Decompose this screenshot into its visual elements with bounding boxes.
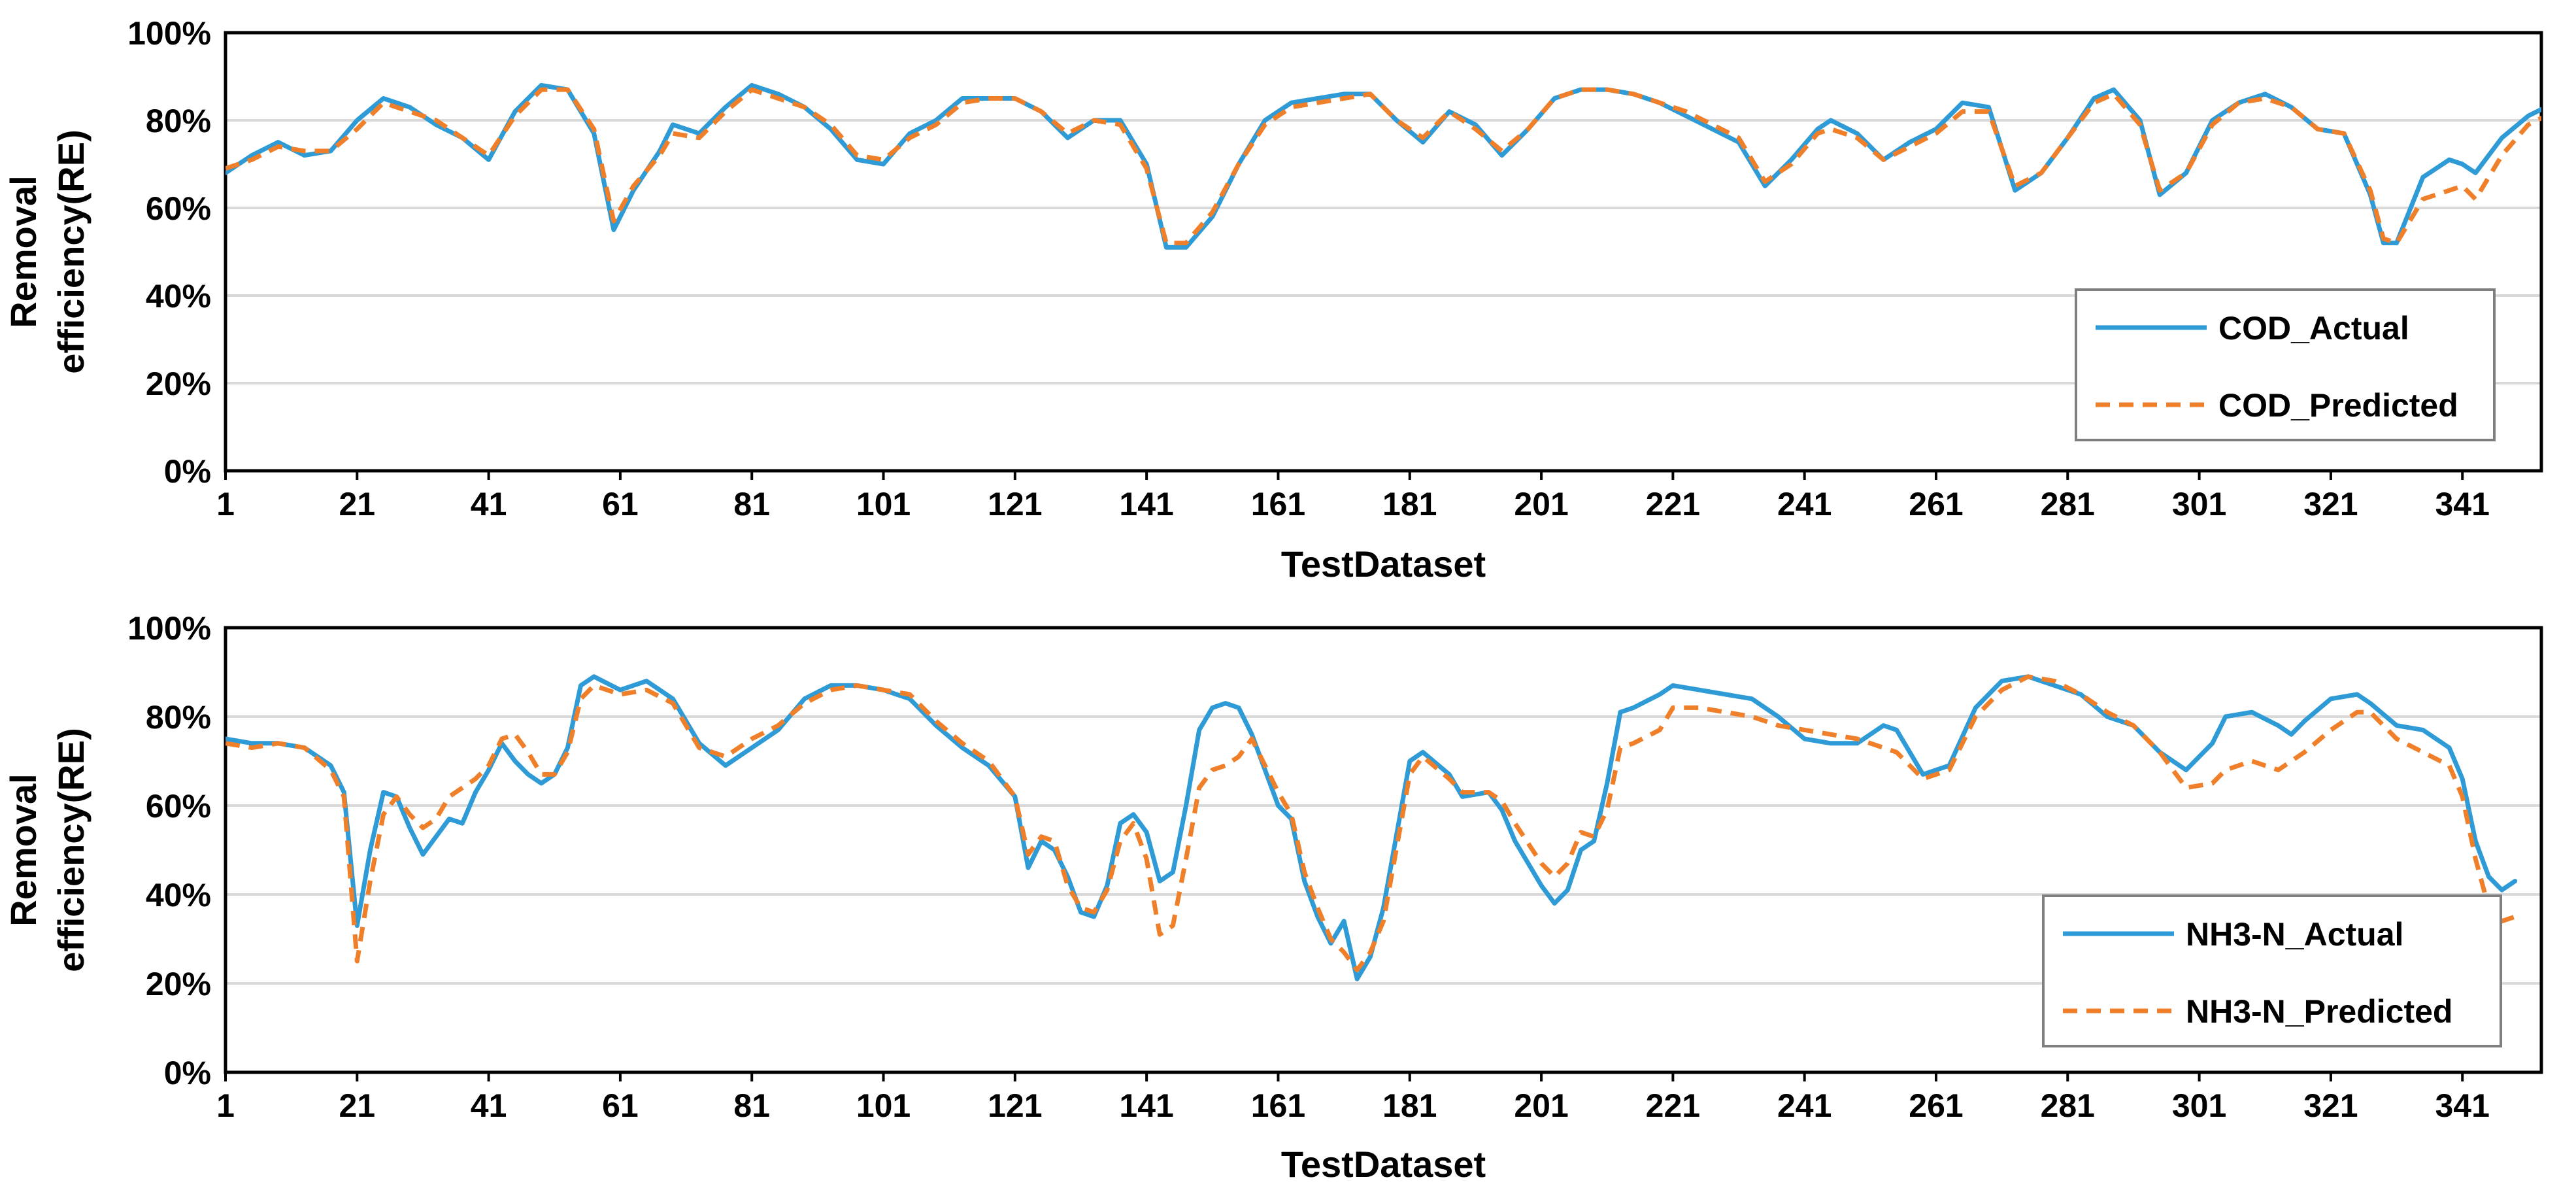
x-tick-label: 81	[733, 486, 770, 522]
x-tick-label: 121	[988, 1087, 1042, 1124]
legend-label: COD_Predicted	[2218, 387, 2458, 424]
x-tick-label: 1	[216, 486, 235, 522]
y-tick-label: 40%	[146, 877, 211, 913]
x-tick-label: 161	[1251, 486, 1305, 522]
x-tick-label: 141	[1119, 486, 1173, 522]
x-tick-label: 281	[2041, 486, 2095, 522]
x-tick-label: 61	[602, 486, 639, 522]
legend-label: NH3-N_Predicted	[2186, 993, 2452, 1030]
plot-area-frame	[224, 626, 2543, 1074]
y-tick-label: 80%	[146, 699, 211, 736]
legend-box	[2075, 288, 2496, 441]
x-tick-label: 201	[1514, 486, 1568, 522]
y-tick-label: 80%	[146, 103, 211, 139]
x-axis-title: TestDataset	[1281, 543, 1486, 585]
plot-area-frame	[224, 31, 2543, 473]
x-tick-label: 221	[1646, 1087, 1700, 1124]
chart-panel-1: 0%20%40%60%80%100%1 21 41 61 81 101 121 141 161 1…	[3, 15, 2543, 585]
legend: COD_Actual COD_Predicted	[2075, 288, 2496, 441]
x-tick-label: 301	[2172, 486, 2226, 522]
x-tick-label: 41	[471, 1087, 507, 1124]
x-tick-label: 21	[339, 486, 375, 522]
y-axis-title-line-1: Removal	[3, 774, 44, 926]
x-tick-label: 281	[2041, 1087, 2095, 1124]
y-tick-label: 100%	[127, 15, 211, 52]
x-tick-label: 241	[1777, 486, 1832, 522]
x-tick-label: 241	[1777, 1087, 1832, 1124]
x-tick-label: 21	[339, 1087, 375, 1124]
x-tick-label: 101	[856, 486, 911, 522]
y-tick-label: 20%	[146, 366, 211, 402]
y-tick-label: 0%	[164, 453, 211, 490]
x-tick-label: 1	[216, 1087, 235, 1124]
x-tick-label: 181	[1382, 486, 1437, 522]
x-tick-label: 261	[1909, 486, 1963, 522]
y-axis-title-line-1: Removal	[3, 175, 44, 328]
x-tick-label: 101	[856, 1087, 911, 1124]
x-tick-label: 61	[602, 1087, 639, 1124]
legend-label: COD_Actual	[2218, 310, 2409, 347]
series-line-cod-actual	[226, 82, 2541, 250]
y-tick-label: 60%	[146, 788, 211, 824]
x-tick-label: 341	[2435, 486, 2489, 522]
legend: NH3-N_Actual NH3-N_Predicted	[2042, 894, 2502, 1047]
y-tick-label: 0%	[164, 1055, 211, 1091]
x-tick-label: 201	[1514, 1087, 1568, 1124]
x-tick-label: 321	[2303, 486, 2358, 522]
x-tick-label: 341	[2435, 1087, 2489, 1124]
y-tick-label: 40%	[146, 278, 211, 314]
y-tick-label: 20%	[146, 966, 211, 1002]
series-line-nh3-n-predicted	[226, 674, 2516, 973]
x-tick-label: 181	[1382, 1087, 1437, 1124]
y-axis-title-line-2: efficiency(RE)	[50, 129, 92, 373]
x-tick-label: 161	[1251, 1087, 1305, 1124]
x-tick-label: 141	[1119, 1087, 1173, 1124]
x-axis-title: TestDataset	[1281, 1144, 1486, 1185]
y-tick-label: 60%	[146, 190, 211, 227]
x-tick-label: 121	[988, 486, 1042, 522]
x-tick-label: 81	[733, 1087, 770, 1124]
series-line-cod-predicted	[226, 87, 2541, 246]
legend-label: NH3-N_Actual	[2186, 916, 2403, 953]
x-tick-label: 321	[2303, 1087, 2358, 1124]
y-axis-title-line-2: efficiency(RE)	[50, 728, 92, 972]
x-tick-label: 261	[1909, 1087, 1963, 1124]
chart-panel-2: 0%20%40%60%80%100%1 21 41 61 81 101 121 141 161 1…	[3, 610, 2543, 1185]
x-tick-label: 41	[471, 486, 507, 522]
y-tick-label: 100%	[127, 610, 211, 647]
legend-box	[2042, 894, 2502, 1047]
x-tick-label: 221	[1646, 486, 1700, 522]
x-tick-label: 301	[2172, 1087, 2226, 1124]
